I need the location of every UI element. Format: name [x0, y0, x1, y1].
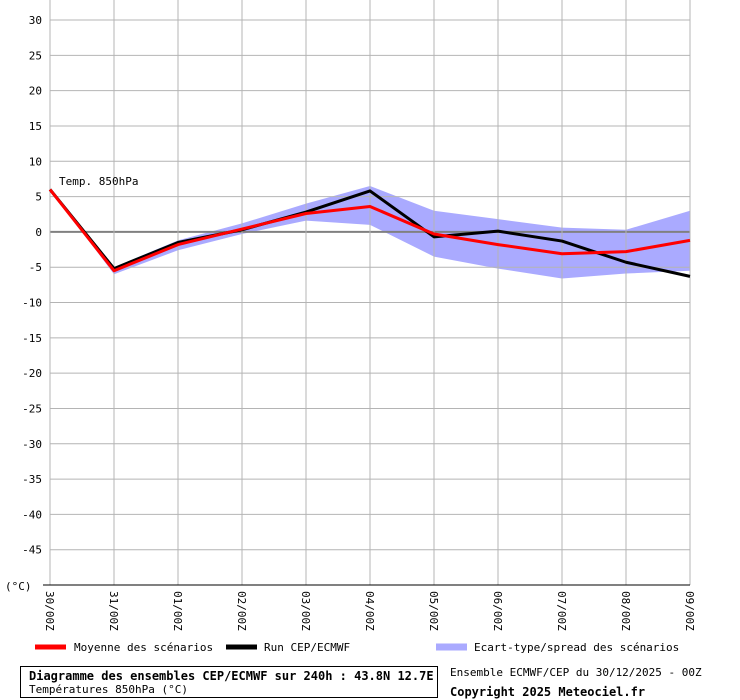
chart-caption-box: Diagramme des ensembles CEP/ECMWF sur 24… [20, 666, 438, 698]
y-tick-label: -30 [22, 438, 42, 451]
x-tick-label: 02/00Z [235, 591, 248, 631]
x-tick-label: 08/00Z [619, 591, 632, 631]
x-tick-label: 09/00Z [683, 591, 696, 631]
y-tick-label: 20 [29, 85, 42, 98]
mean-series-line [48, 188, 691, 273]
x-tick-label: 01/00Z [171, 591, 184, 631]
legend-run-label: Run CEP/ECMWF [264, 641, 350, 654]
source-note: Ensemble ECMWF/CEP du 30/12/2025 - 00Z [450, 666, 702, 679]
y-tick-label: -5 [29, 261, 42, 274]
y-tick-label: 0 [35, 226, 42, 239]
y-tick-label: -10 [22, 297, 42, 310]
y-tick-label: 5 [35, 191, 42, 204]
y-tick-label: -35 [22, 473, 42, 486]
spread-band [50, 185, 690, 279]
y-tick-label: -20 [22, 367, 42, 380]
legend-mean-label: Moyenne des scénarios [74, 641, 213, 654]
run-series-line [48, 188, 691, 278]
copyright: Copyright 2025 Meteociel.fr [450, 685, 646, 699]
y-tick-label: 30 [29, 14, 42, 27]
x-tick-label: 04/00Z [363, 591, 376, 631]
x-tick-label: 30/00Z [43, 591, 56, 631]
caption-subtitle: Températures 850hPa (°C) [29, 683, 188, 696]
y-tick-label: 10 [29, 155, 42, 168]
legend-spread-label: Ecart-type/spread des scénarios [474, 641, 679, 654]
y-tick-label: -45 [22, 544, 42, 557]
y-tick-label: 25 [29, 49, 42, 62]
y-unit-label: (°C) [5, 580, 32, 593]
x-tick-label: 07/00Z [555, 591, 568, 631]
caption-title: Diagramme des ensembles CEP/ECMWF sur 24… [29, 669, 434, 683]
y-tick-label: -15 [22, 332, 42, 345]
y-tick-label: 15 [29, 120, 42, 133]
x-tick-label: 31/00Z [107, 591, 120, 631]
y-tick-label: -40 [22, 508, 42, 521]
x-tick-label: 06/00Z [491, 591, 504, 631]
y-tick-label: -25 [22, 402, 42, 415]
x-tick-label: 03/00Z [299, 591, 312, 631]
series-label: Temp. 850hPa [59, 175, 138, 188]
x-tick-label: 05/00Z [427, 591, 440, 631]
